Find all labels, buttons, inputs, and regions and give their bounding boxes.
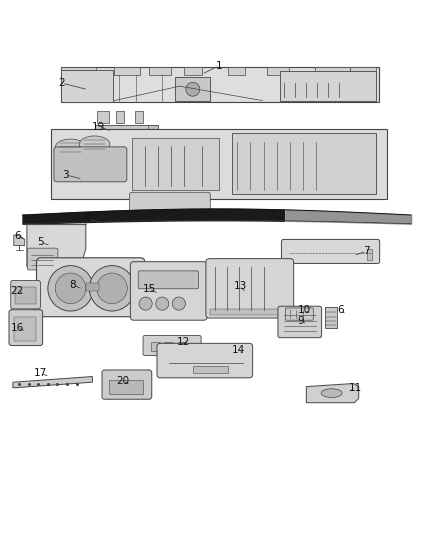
FancyBboxPatch shape: [51, 129, 387, 199]
Bar: [228, 67, 245, 75]
FancyBboxPatch shape: [206, 259, 293, 318]
Ellipse shape: [55, 139, 86, 156]
Bar: [135, 111, 143, 123]
Circle shape: [89, 265, 135, 311]
Bar: [117, 111, 124, 123]
Bar: [184, 67, 201, 75]
Circle shape: [139, 297, 152, 310]
Bar: [267, 67, 289, 75]
Text: 9: 9: [298, 316, 304, 326]
FancyBboxPatch shape: [130, 192, 210, 221]
Text: 20: 20: [117, 376, 130, 386]
Bar: [149, 67, 171, 75]
FancyBboxPatch shape: [157, 343, 253, 378]
Text: 22: 22: [11, 286, 24, 295]
Polygon shape: [306, 384, 359, 403]
Text: 2: 2: [59, 78, 65, 88]
FancyBboxPatch shape: [131, 262, 207, 320]
Bar: [86, 282, 99, 290]
Text: 19: 19: [92, 122, 106, 132]
Ellipse shape: [79, 136, 110, 152]
Ellipse shape: [321, 389, 342, 398]
Text: 14: 14: [232, 345, 245, 356]
FancyBboxPatch shape: [61, 67, 379, 102]
Bar: [14, 287, 35, 304]
FancyBboxPatch shape: [132, 138, 219, 190]
Bar: [177, 342, 186, 351]
Text: 15: 15: [142, 284, 156, 294]
FancyBboxPatch shape: [54, 147, 127, 182]
Bar: [315, 67, 350, 75]
Circle shape: [155, 297, 169, 310]
Bar: [164, 342, 173, 351]
Text: 7: 7: [363, 246, 370, 256]
Polygon shape: [325, 306, 337, 328]
Bar: [148, 125, 158, 140]
FancyBboxPatch shape: [95, 125, 158, 135]
Text: 16: 16: [11, 322, 24, 333]
Bar: [193, 366, 228, 373]
FancyBboxPatch shape: [102, 370, 152, 399]
Bar: [14, 317, 36, 341]
FancyBboxPatch shape: [61, 70, 113, 102]
Bar: [367, 249, 372, 260]
Text: 17: 17: [34, 368, 47, 378]
Text: 5: 5: [38, 238, 44, 247]
Bar: [350, 67, 376, 75]
Circle shape: [172, 297, 185, 310]
Text: 6: 6: [337, 305, 344, 315]
Text: 13: 13: [233, 281, 247, 291]
Polygon shape: [13, 376, 92, 388]
Text: 8: 8: [69, 280, 76, 290]
Bar: [97, 111, 109, 123]
Bar: [151, 342, 160, 351]
FancyBboxPatch shape: [278, 306, 321, 338]
FancyBboxPatch shape: [143, 335, 201, 356]
FancyBboxPatch shape: [36, 258, 145, 317]
Bar: [109, 380, 143, 394]
Polygon shape: [14, 235, 25, 246]
Bar: [114, 67, 141, 75]
Text: 6: 6: [14, 231, 21, 241]
FancyBboxPatch shape: [175, 77, 210, 101]
FancyBboxPatch shape: [280, 71, 376, 101]
Polygon shape: [27, 224, 86, 272]
FancyBboxPatch shape: [282, 239, 380, 263]
Circle shape: [97, 273, 127, 304]
Text: 10: 10: [297, 305, 311, 315]
Text: 11: 11: [349, 383, 362, 393]
FancyBboxPatch shape: [27, 248, 58, 270]
Bar: [210, 309, 290, 314]
FancyBboxPatch shape: [232, 133, 376, 195]
Circle shape: [186, 82, 200, 96]
Text: 1: 1: [215, 61, 223, 71]
FancyBboxPatch shape: [11, 280, 40, 309]
Text: 12: 12: [177, 337, 190, 346]
Text: 4: 4: [85, 214, 92, 223]
FancyBboxPatch shape: [138, 271, 198, 289]
FancyBboxPatch shape: [286, 308, 313, 320]
Bar: [61, 67, 96, 75]
Text: 3: 3: [62, 170, 69, 180]
FancyBboxPatch shape: [9, 310, 42, 345]
Circle shape: [48, 265, 93, 311]
Circle shape: [55, 273, 86, 304]
